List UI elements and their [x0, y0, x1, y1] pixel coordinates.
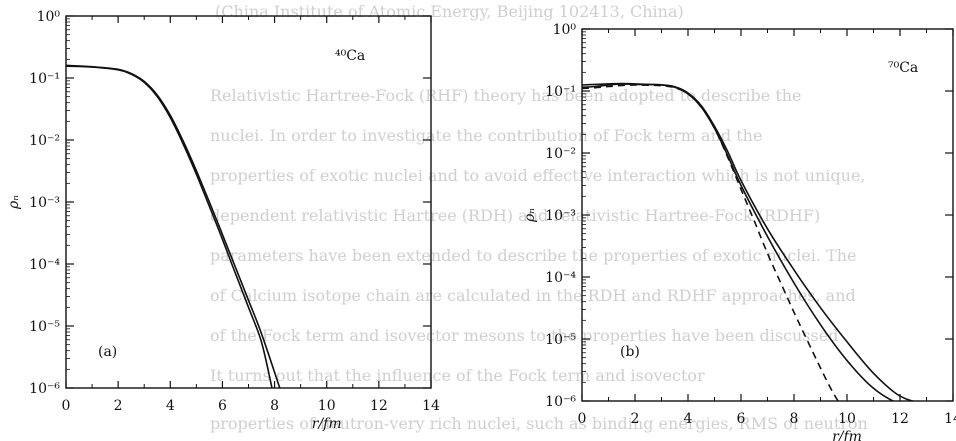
x-tick-label: 8 [270, 398, 279, 414]
y-tick-label: 10⁰ [553, 22, 577, 38]
y-axis-title: ρₙ [522, 208, 538, 223]
y-tick-label: 10⁻² [29, 133, 60, 149]
x-tick-label: 12 [891, 411, 909, 427]
panel-label: (b) [620, 344, 640, 360]
plot-frame [65, 15, 432, 389]
x-tick-label: 4 [684, 411, 693, 427]
background-text-line: properties of neutron-very rich nuclei, … [210, 414, 868, 433]
y-tick-label: 10⁻⁵ [545, 332, 576, 348]
chart-panel-a: 0 2 4 6 8 10 12 14 10⁰ 10⁻¹ 10⁻² 10⁻³ 10⁻⁴ 10⁻⁵ 10⁻⁶ r/… [6, 9, 440, 432]
y-tick-label: 10⁻³ [545, 208, 576, 224]
y-tick-label: 10⁻¹ [29, 71, 60, 87]
y-tick-label: 10⁻⁴ [545, 270, 576, 286]
y-tick-label: 10⁻⁴ [29, 257, 60, 273]
nucleus-label: ⁷⁰Ca [888, 60, 918, 76]
x-tick-label: 4 [166, 398, 175, 414]
x-tick-label: 2 [631, 411, 640, 427]
y-tick-label: 10⁻⁶ [545, 394, 576, 410]
x-tick-label: 14 [422, 398, 440, 414]
x-tick-label: 0 [62, 398, 71, 414]
x-axis-title: r/fm [832, 429, 862, 441]
x-axis-title: r/fm [312, 416, 342, 432]
background-text-line: properties of exotic nuclei and to avoid… [210, 166, 866, 185]
y-tick-label: 10⁻⁶ [29, 381, 60, 397]
chart-panel-b: 0 2 4 6 8 10 12 14 10⁰ 10⁻¹ 10⁻² 10⁻³ 10⁻⁴ 10⁻⁵ 10⁻⁶ r/… [522, 22, 956, 441]
background-text-line: of Calcium isotope chain are calculated … [210, 286, 856, 305]
x-tick-label: 10 [318, 398, 336, 414]
series-line-1 [582, 83, 896, 401]
panel-label: (a) [98, 344, 117, 360]
background-text-line: parameters have been extended to describ… [210, 246, 857, 265]
background-text-line: Relativistic Hartree-Fock (RHF) theory h… [210, 86, 802, 105]
y-tick-label: 10⁻³ [29, 195, 60, 211]
series-line-2 [66, 64, 281, 388]
background-text-line: of the Fock term and isovector mesons to… [210, 326, 839, 345]
x-tick-label: 14 [944, 411, 956, 427]
x-tick-label: 10 [838, 411, 856, 427]
series-line-2 [582, 82, 917, 401]
series-line-3 [582, 84, 840, 401]
background-text-line: It turns out that the influence of the F… [210, 366, 705, 385]
x-tick-label: 2 [114, 398, 123, 414]
background-text-line: nuclei. In order to investigate the cont… [210, 126, 763, 145]
y-tick-label: 10⁻⁵ [29, 319, 60, 335]
x-tick-label: 8 [790, 411, 799, 427]
x-tick-label: 12 [370, 398, 388, 414]
x-tick-label: 6 [737, 411, 746, 427]
y-tick-label: 10⁻² [545, 146, 576, 162]
x-tick-label: 6 [218, 398, 227, 414]
y-tick-label: 10⁻¹ [545, 84, 576, 100]
y-tick-label: 10⁰ [37, 9, 61, 25]
nucleus-label: ⁴⁰Ca [335, 48, 365, 64]
y-axis-title: ρₙ [6, 195, 22, 210]
background-text-line: dependent relativistic Hartree (RDH) and… [210, 206, 821, 225]
x-tick-label: 0 [578, 411, 587, 427]
